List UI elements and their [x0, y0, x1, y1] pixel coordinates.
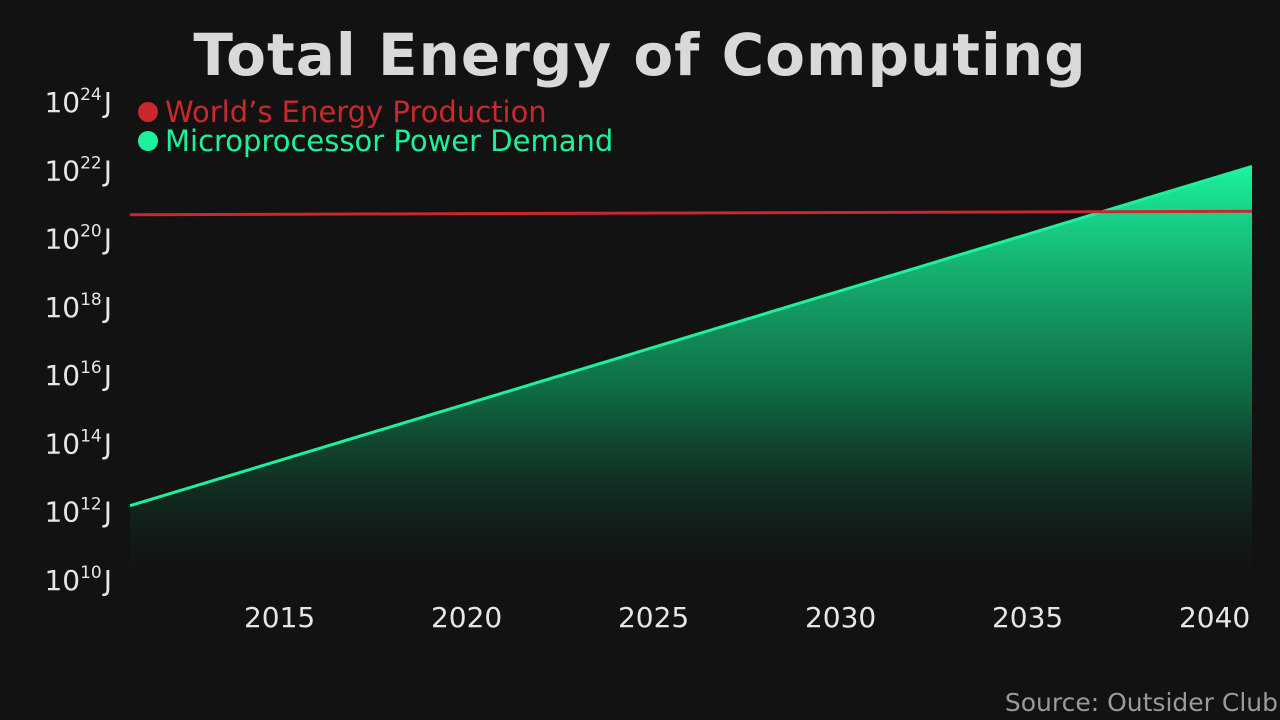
y-tick-label-0: 1024J	[44, 85, 112, 119]
area-fill-series-1	[130, 166, 1252, 580]
x-tick-label-3: 2030	[805, 601, 876, 634]
legend-marker-0	[138, 102, 158, 122]
y-tick-label-3: 1018J	[44, 290, 112, 324]
x-tick-label-4: 2035	[992, 601, 1063, 634]
y-tick-label-5: 1014J	[44, 426, 112, 460]
series-line-1	[129, 164, 1253, 508]
legend-label-1: Microprocessor Power Demand	[165, 124, 613, 158]
y-axis: 1024J 1022J 1020J 1018J 1016J 1014J 1012J 1010J	[44, 85, 112, 597]
y-tick-label-1: 1022J	[44, 153, 112, 187]
y-tick-label-7: 1010J	[44, 563, 112, 597]
x-axis: 2015 2020 2025 2030 2035 2040	[244, 601, 1250, 634]
legend: World’s Energy ProductionMicroprocessor …	[138, 95, 613, 158]
y-tick-label-6: 1012J	[44, 495, 112, 529]
legend-marker-1	[138, 131, 158, 151]
chart-title: Total Energy of Computing	[193, 21, 1086, 89]
x-tick-label-5: 2040	[1179, 601, 1250, 634]
source-label: Source: Outsider Club	[1005, 688, 1278, 717]
series-line-0	[129, 209, 1253, 217]
x-tick-label-0: 2015	[244, 601, 315, 634]
plot-area	[129, 164, 1253, 580]
x-tick-label-2: 2025	[618, 601, 689, 634]
y-tick-label-2: 1020J	[44, 222, 112, 256]
x-tick-label-1: 2020	[431, 601, 502, 634]
y-tick-label-4: 1016J	[44, 358, 112, 392]
legend-label-0: World’s Energy Production	[165, 95, 547, 129]
